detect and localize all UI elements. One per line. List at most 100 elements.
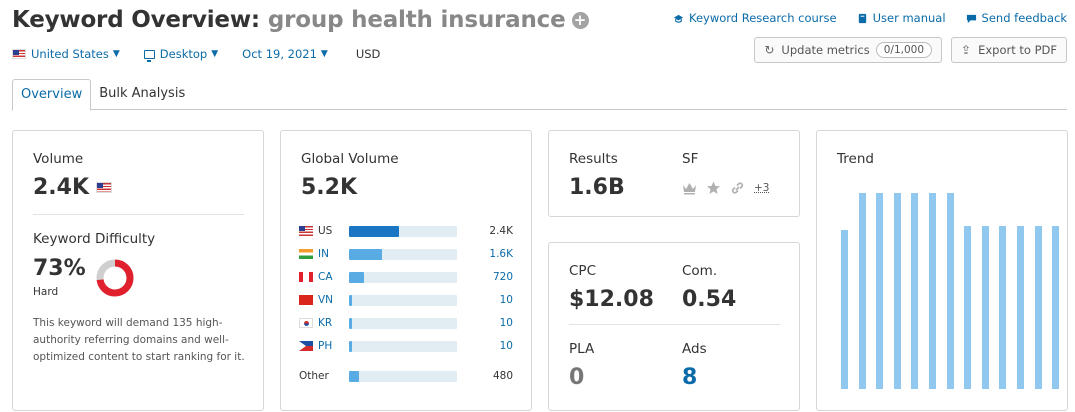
cpc-card: CPC $12.08 Com. 0.54 PLA 0 Ads 8: [548, 242, 800, 411]
com-label: Com.: [682, 263, 718, 279]
sf-more[interactable]: +3: [754, 182, 770, 194]
export-pdf-button[interactable]: ⇪ Export to PDF: [951, 37, 1067, 63]
currency-label: USD: [355, 47, 381, 61]
gv-value[interactable]: 10: [499, 340, 513, 352]
gv-value[interactable]: 10: [499, 317, 513, 329]
results-label: Results: [569, 151, 618, 167]
gv-value[interactable]: 720: [492, 271, 513, 283]
send-feedback-link[interactable]: Send feedback: [966, 11, 1067, 25]
add-icon[interactable]: +: [571, 11, 589, 29]
global-volume-card: Global Volume 5.2K US 2.4K IN 1.6K CA 720 VN 10…: [280, 130, 532, 411]
trend-bar[interactable]: [999, 226, 1007, 389]
chevron-down-icon: ▼: [320, 49, 328, 59]
trend-bar[interactable]: [981, 226, 989, 389]
update-counter: 0/1,000: [875, 42, 933, 58]
gv-value[interactable]: 1.6K: [489, 248, 513, 260]
flag-canton: [299, 226, 305, 231]
kd-value: 73%: [33, 256, 86, 281]
trend-bar[interactable]: [1017, 226, 1024, 389]
chevron-down-icon: ▼: [112, 49, 120, 59]
pla-value: 0: [569, 365, 585, 390]
global-volume-label: Global Volume: [301, 151, 399, 167]
trend-bar[interactable]: [893, 193, 901, 389]
refresh-icon: ↻: [764, 43, 775, 57]
results-card: Results 1.6B SF +3: [548, 130, 800, 217]
action-buttons: ↻ Update metrics 0/1,000 ⇪ Export to PDF: [754, 37, 1067, 63]
gv-row: US 2.4K: [299, 224, 515, 238]
gv-bar: [349, 271, 457, 283]
desktop-icon: [143, 49, 155, 62]
device-dropdown[interactable]: Desktop ▼: [143, 47, 219, 62]
kd-donut-fill: [96, 259, 134, 297]
keyword-title: group health insurance: [267, 7, 566, 33]
link-icon[interactable]: [730, 181, 745, 195]
gv-bar: [349, 317, 457, 329]
keyword-research-course-link[interactable]: Keyword Research course: [673, 11, 837, 25]
global-volume-value: 5.2K: [301, 175, 358, 200]
star-icon[interactable]: [706, 181, 721, 195]
keyword-research-course-label: Keyword Research course: [688, 11, 837, 25]
crown-icon[interactable]: [682, 181, 697, 195]
gv-country-code[interactable]: KR: [318, 317, 333, 329]
us-flag-icon: [299, 226, 313, 236]
tab-bulk-analysis[interactable]: Bulk Analysis: [99, 86, 186, 101]
trend-bar[interactable]: [946, 193, 954, 389]
filters-bar: United States ▼ Desktop ▼ Oct 19, 2021 ▼…: [12, 47, 381, 62]
trend-bar[interactable]: [929, 193, 936, 389]
export-icon: ⇪: [961, 43, 972, 57]
flag-triangle: [299, 341, 306, 351]
gv-other-bar: [349, 370, 457, 382]
divider: [33, 214, 244, 215]
date-dropdown[interactable]: Oct 19, 2021 ▼: [242, 47, 328, 61]
country-dropdown[interactable]: United States ▼: [12, 47, 120, 61]
divider: [569, 324, 780, 325]
cpc-label: CPC: [569, 263, 596, 279]
trend-bar[interactable]: [911, 193, 919, 389]
gv-bar: [349, 225, 457, 237]
book-icon: [858, 13, 866, 23]
gv-other-fill: [349, 370, 359, 382]
gv-country-code[interactable]: PH: [318, 340, 333, 352]
update-metrics-label: Update metrics: [781, 43, 870, 57]
trend-bar[interactable]: [858, 193, 866, 389]
gv-bar: [349, 294, 457, 306]
tab-bar: Overview Bulk Analysis: [12, 79, 1067, 111]
trend-bar[interactable]: [1052, 226, 1060, 389]
gv-row: KR 10: [299, 316, 515, 330]
kd-description: This keyword will demand 135 high-author…: [33, 317, 245, 363]
gv-other-value: 480: [492, 370, 513, 382]
gv-bar-fill: [349, 340, 352, 352]
gv-bar-fill: [349, 248, 383, 260]
gv-value[interactable]: 10: [499, 294, 513, 306]
gv-country-code[interactable]: CA: [318, 271, 333, 283]
cpc-value: $12.08: [569, 287, 654, 312]
gv-row: CA 720: [299, 270, 515, 284]
trend-bar[interactable]: [876, 193, 884, 389]
sf-icons: +3: [682, 181, 769, 195]
gv-bar: [349, 248, 457, 260]
gv-country-code[interactable]: VN: [318, 294, 334, 306]
gv-row: IN 1.6K: [299, 247, 515, 261]
ads-value[interactable]: 8: [682, 365, 698, 390]
trend-bar[interactable]: [841, 230, 848, 389]
update-metrics-button[interactable]: ↻ Update metrics 0/1,000: [754, 37, 943, 63]
gv-country-code[interactable]: IN: [318, 248, 329, 260]
page-title: Keyword Overview:: [12, 7, 260, 33]
trend-label: Trend: [837, 151, 874, 167]
chevron-down-icon: ▼: [211, 49, 219, 59]
user-manual-link[interactable]: User manual: [857, 11, 946, 25]
flag-taegeuk: [304, 321, 309, 326]
korea-flag-icon: [299, 318, 313, 328]
tab-overview[interactable]: Overview: [12, 79, 92, 111]
us-flag-icon: [12, 49, 26, 59]
gv-bar-fill: [349, 225, 399, 237]
date-label: Oct 19, 2021: [242, 47, 317, 61]
user-manual-label: User manual: [872, 11, 946, 25]
kd-level: Hard: [33, 286, 59, 298]
trend-bar[interactable]: [964, 226, 972, 389]
trend-bar[interactable]: [1034, 226, 1042, 389]
ads-label: Ads: [682, 341, 707, 357]
send-feedback-label: Send feedback: [981, 11, 1067, 25]
device-label: Desktop: [159, 47, 208, 61]
gv-row: PH 10: [299, 339, 515, 353]
